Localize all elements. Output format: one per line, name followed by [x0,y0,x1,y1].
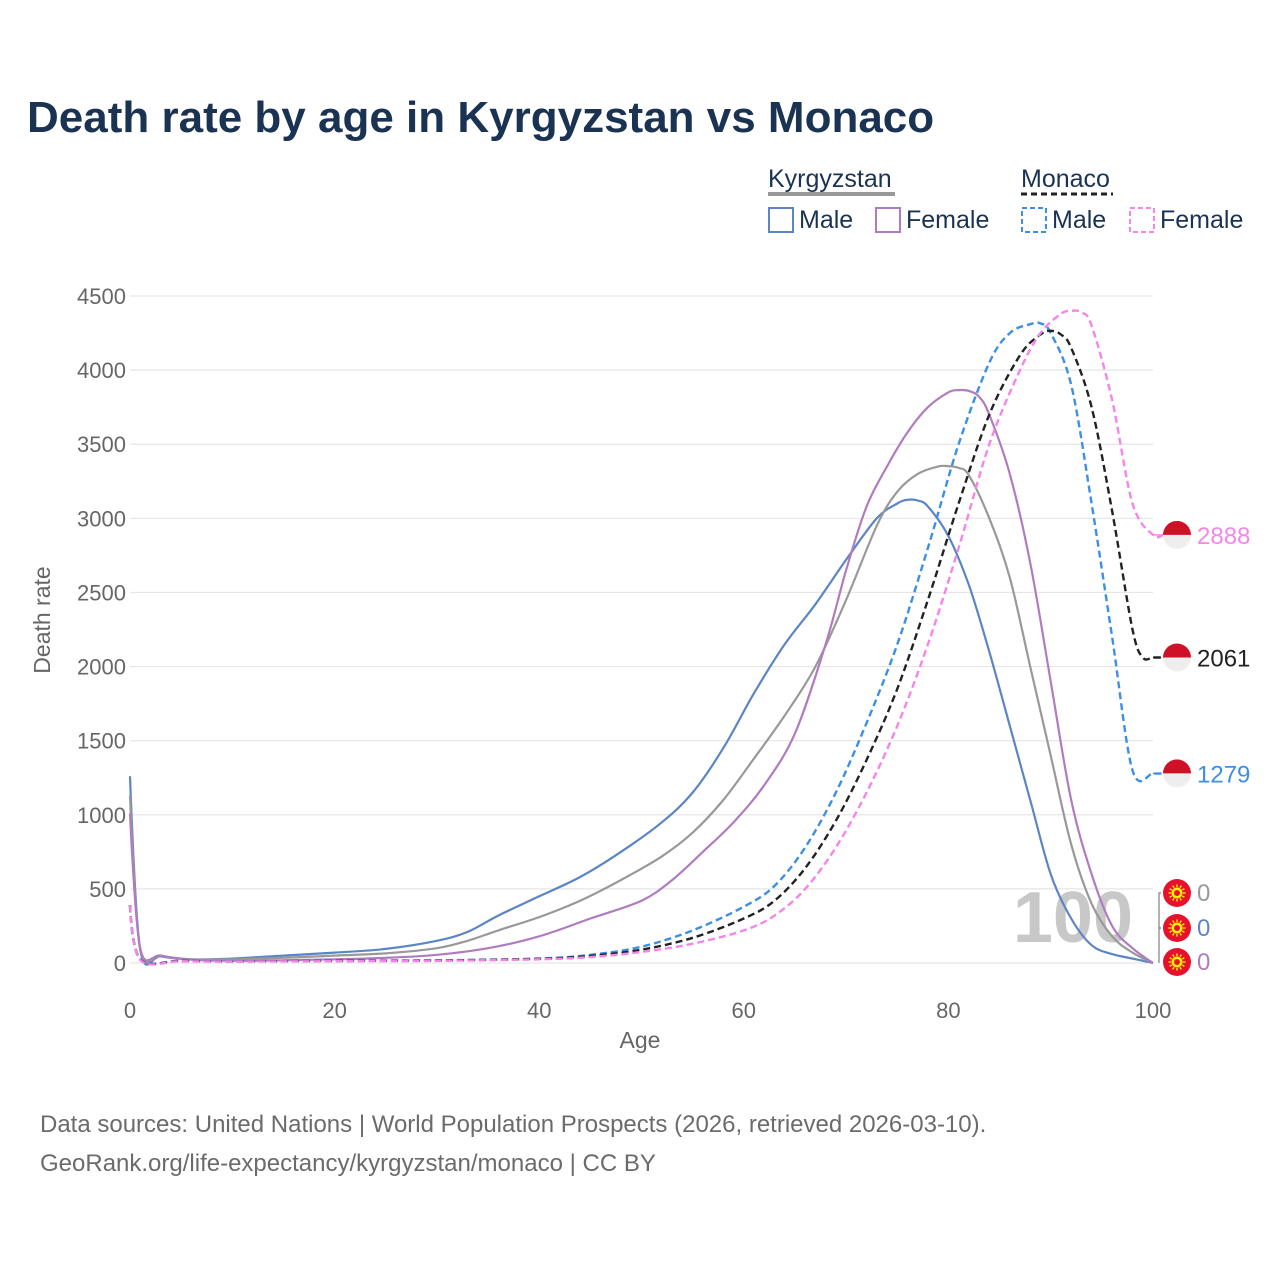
kyrgyz-bracket [1158,892,1161,963]
y-tick-label: 1000 [77,803,126,828]
attribution-line[interactable]: GeoRank.org/life-expectancy/kyrgyzstan/m… [40,1150,656,1177]
x-tick-label: 0 [124,998,136,1023]
y-tick-label: 500 [89,877,126,902]
legend-label-kg-male[interactable]: Male [799,206,853,234]
series-line-monaco-male[interactable] [128,321,1164,965]
x-axis-label: Age [620,1027,661,1053]
kyrgyzstan-flag-icon [1163,879,1191,907]
x-tick-label: 40 [527,998,551,1023]
kyrgyzstan-flag-icon [1163,914,1191,942]
end-value-label: 1279 [1197,761,1250,788]
y-tick-label: 1500 [77,729,126,754]
series-line-monaco-both[interactable] [128,329,1164,966]
y-tick-label: 3500 [77,432,126,457]
legend-label-mc-male[interactable]: Male [1052,206,1106,234]
y-axis-ticks: 0 500 1000 1500 2000 2500 3000 3500 4000 4500 [77,284,126,976]
x-tick-label: 60 [732,998,756,1023]
end-value-label: 2061 [1197,646,1250,673]
y-tick-label: 2000 [77,655,126,680]
y-axis-label: Death rate [29,566,55,673]
legend-swatch-kg-female[interactable] [875,207,901,233]
x-tick-label: 20 [322,998,346,1023]
grid [130,295,1153,964]
current-age-watermark: 100 [1013,878,1133,958]
legend-swatch-kg-male[interactable] [768,207,794,233]
kyrgyzstan-flag-icon [1163,948,1191,976]
series-line-kyrgyzstan-both[interactable] [128,464,1154,964]
y-tick-label: 2500 [77,580,126,605]
chart-title: Death rate by age in Kyrgyzstan vs Monac… [27,93,934,142]
end-value-label: 0 [1197,915,1210,942]
y-tick-label: 3000 [77,506,126,531]
legend: Kyrgyzstan Monaco Male Female Male Femal… [768,165,1243,234]
legend-label-mc-female[interactable]: Female [1160,206,1243,234]
monaco-flag-icon [1163,643,1191,672]
series-line-kyrgyzstan-male[interactable] [128,498,1154,966]
legend-group-kyrgyzstan: Kyrgyzstan [768,165,892,193]
end-value-label: 0 [1197,880,1210,907]
x-tick-label: 100 [1135,998,1172,1023]
end-value-label: 2888 [1197,523,1250,550]
series-line-kyrgyzstan-female[interactable] [128,388,1154,964]
source-line: Data sources: United Nations | World Pop… [40,1111,986,1138]
series-line-monaco-female[interactable] [128,309,1164,966]
y-tick-label: 4000 [77,358,126,383]
y-tick-label: 4500 [77,284,126,309]
legend-swatch-mc-male[interactable] [1021,207,1047,233]
end-markers: 1279 2061 2888 0 0 0 [1153,520,1250,976]
legend-label-kg-female[interactable]: Female [906,206,989,234]
series-group [128,309,1164,966]
legend-group-monaco: Monaco [1021,165,1110,193]
x-tick-label: 80 [936,998,960,1023]
monaco-flag-icon [1163,759,1191,788]
monaco-flag-icon [1163,520,1191,549]
end-value-label: 0 [1197,949,1210,976]
y-tick-label: 0 [114,951,126,976]
x-axis-ticks: 0 20 40 60 80 100 [124,998,1171,1023]
legend-swatch-mc-female[interactable] [1129,207,1155,233]
